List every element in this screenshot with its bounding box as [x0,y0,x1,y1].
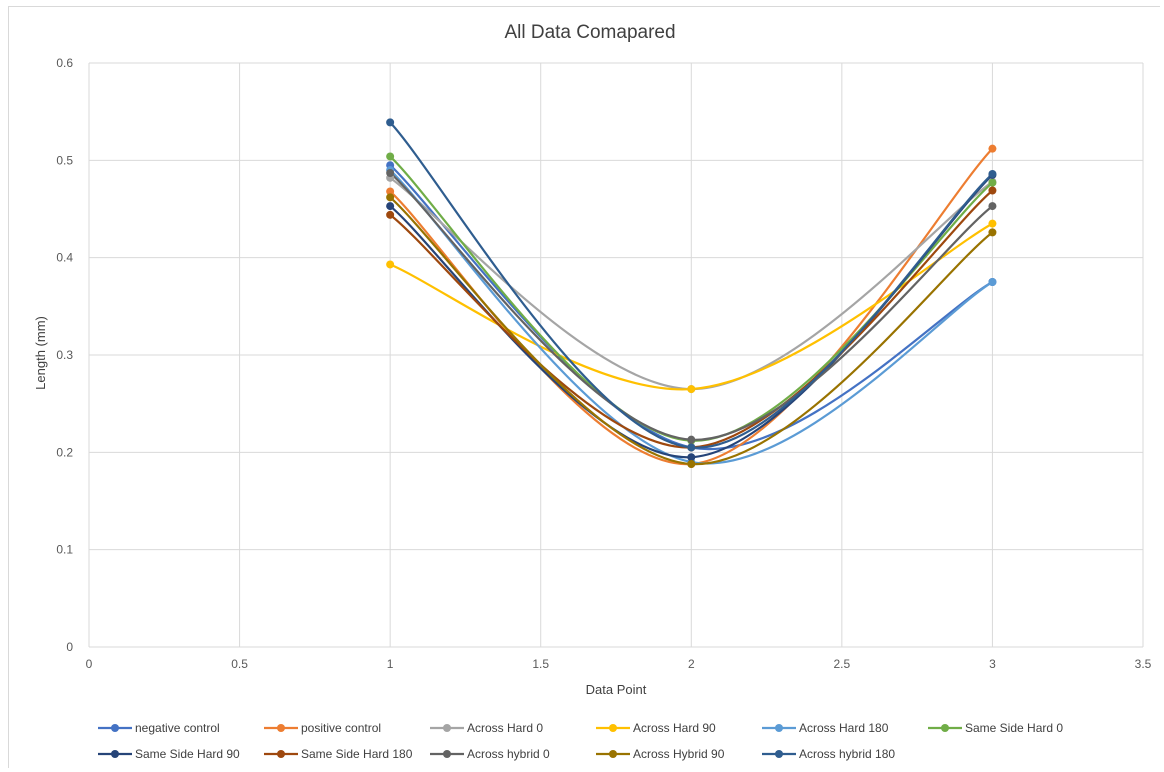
legend-swatch-marker [443,750,451,758]
legend-label: negative control [135,721,220,735]
data-point [386,118,395,127]
data-point [386,152,395,161]
legend-swatch-marker [609,724,617,732]
data-point [988,278,997,286]
grid-lines [88,62,1144,648]
data-point [687,453,696,462]
legend-swatch-marker [111,724,119,732]
legend-item: Across Hard 0 [430,721,543,735]
data-point [988,186,997,195]
y-tick-label: 0.1 [56,543,73,557]
chart-title: All Data Comapared [504,22,675,43]
legend-item: Same Side Hard 180 [264,747,413,761]
y-axis-title: Length (mm) [33,316,48,390]
legend-swatch-marker [609,750,617,758]
y-axis-ticks: 0 0.1 0.2 0.3 0.4 0.5 0.6 [56,56,73,654]
legend-label: Across hybrid 180 [799,747,895,761]
y-tick-label: 0.5 [56,153,73,167]
data-point [988,219,997,228]
y-tick-label: 0 [66,640,73,654]
data-point [386,260,395,269]
legend-label: Same Side Hard 90 [135,747,240,761]
data-point [386,202,395,211]
legend-label: Same Side Hard 0 [965,721,1063,735]
legend-swatch-marker [941,724,949,732]
data-point [988,144,997,153]
legend-label: positive control [301,721,381,735]
data-point [386,193,395,202]
legend-item: Across hybrid 0 [430,747,550,761]
legend-item: Same Side Hard 90 [98,747,240,761]
data-point [386,210,395,219]
legend-swatch-marker [111,750,119,758]
legend-swatch-marker [277,750,285,758]
series-points [386,118,997,469]
y-tick-label: 0.3 [56,348,73,362]
legend-swatch-marker [443,724,451,732]
legend-item: Across hybrid 180 [762,747,895,761]
legend-swatch-marker [775,750,783,758]
x-tick-label: 1.5 [532,657,549,671]
data-point [687,443,696,452]
x-tick-label: 1 [387,657,394,671]
legend-label: Across Hard 0 [467,721,543,735]
legend-item: Across Hard 180 [762,721,889,735]
x-tick-label: 2 [688,657,695,671]
data-point [988,202,997,211]
data-point [386,187,395,196]
x-tick-label: 0 [86,657,93,671]
y-tick-label: 0.4 [56,251,73,265]
y-tick-label: 0.6 [56,56,73,70]
legend-item: Across Hybrid 90 [596,747,725,761]
x-tick-label: 3.5 [1135,657,1152,671]
x-axis-ticks: 0 0.5 1 1.5 2 2.5 3 3.5 [86,657,1152,671]
data-point [687,460,696,469]
x-axis-title: Data Point [586,682,647,697]
data-point [687,435,696,444]
legend-label: Across Hybrid 90 [633,747,725,761]
chart-frame [8,6,1160,768]
x-tick-label: 2.5 [834,657,851,671]
legend-item: negative control [98,721,220,735]
x-tick-label: 0.5 [231,657,248,671]
data-point [988,169,997,178]
legend-item: Across Hard 90 [596,721,716,735]
y-tick-label: 0.2 [56,445,73,459]
legend-label: Across Hard 90 [633,721,716,735]
legend-item: Same Side Hard 0 [928,721,1063,735]
legend-swatch-marker [775,724,783,732]
legend-label: Across Hard 180 [799,721,889,735]
legend-swatch-marker [277,724,285,732]
legend-label: Across hybrid 0 [467,747,550,761]
data-point [988,228,997,237]
data-point [386,168,395,177]
data-point [988,178,997,187]
legend-item: positive control [264,721,381,735]
data-point [687,385,696,394]
legend-label: Same Side Hard 180 [301,747,413,761]
legend: negative control positive control Across H… [98,721,1063,761]
x-tick-label: 3 [989,657,996,671]
